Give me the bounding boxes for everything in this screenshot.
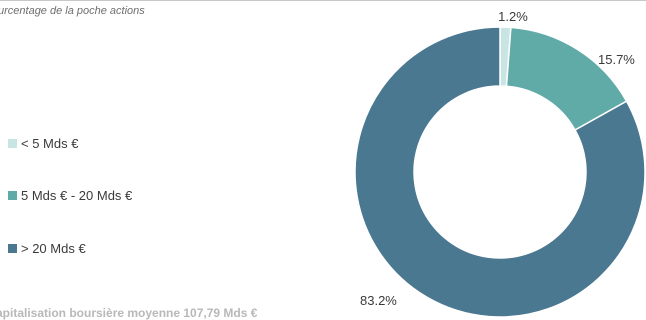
legend-swatch (8, 244, 17, 253)
legend-label: < 5 Mds € (21, 136, 79, 151)
legend-item-large-cap: > 20 Mds € (8, 241, 86, 256)
legend-swatch (8, 139, 17, 148)
legend-label: 5 Mds € - 20 Mds € (21, 188, 133, 203)
slice-value-label: 1.2% (498, 9, 528, 24)
donut-slice-2 (354, 26, 646, 318)
slice-value-label: 15.7% (598, 52, 635, 67)
legend-item-small-cap: < 5 Mds € (8, 136, 78, 151)
legend-swatch (8, 191, 17, 200)
footnote: apitalisation boursière moyenne 107,79 M… (0, 306, 258, 320)
chart-subtitle: urcentage de la poche actions (0, 5, 145, 17)
slice-value-label: 83.2% (360, 293, 397, 308)
top-rule (0, 0, 646, 1)
donut-slices (354, 26, 646, 318)
legend-label: > 20 Mds € (21, 241, 86, 256)
legend-item-mid-cap: 5 Mds € - 20 Mds € (8, 188, 132, 203)
